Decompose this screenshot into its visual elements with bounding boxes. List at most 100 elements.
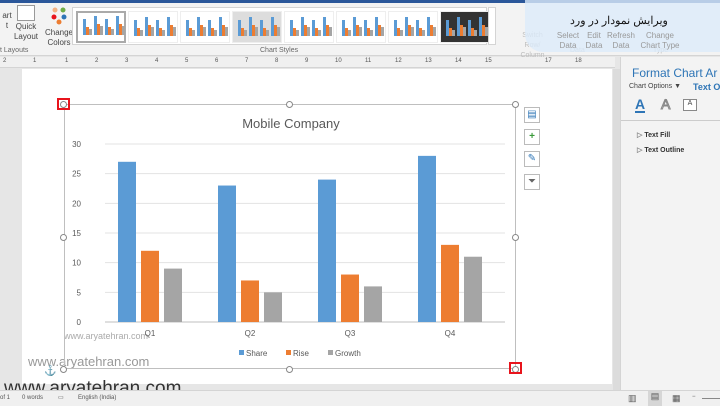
thumbnail-bar: [241, 28, 244, 36]
text-outline-section[interactable]: ▷ Text Outline: [637, 146, 684, 154]
thumbnail-bar: [323, 17, 326, 36]
caption-overlay: ویرایش نمودار در ورد: [525, 0, 720, 52]
chart-style-thumbnail[interactable]: [128, 11, 178, 43]
resize-handle-top[interactable]: [286, 101, 293, 108]
ruler-label: 14: [455, 58, 462, 64]
watermark: www.aryatehran.com: [64, 331, 149, 341]
thumbnail-bar: [474, 30, 477, 36]
word-count[interactable]: 0 words: [22, 395, 44, 401]
change-chart-type-button[interactable]: Change Chart Type: [637, 31, 683, 51]
label: t: [5, 21, 9, 30]
label: Column: [520, 52, 545, 59]
textbox-icon[interactable]: A: [683, 99, 697, 111]
quick-layout-button[interactable]: Quick Layout: [12, 3, 40, 42]
add-chart-element-button[interactable]: art t: [0, 11, 14, 31]
print-layout-icon[interactable]: ▤: [648, 391, 662, 406]
ruler-label: 11: [365, 58, 372, 64]
thumbnail-bar: [342, 20, 345, 36]
thumbnail-bar: [471, 28, 474, 36]
resize-handle-left[interactable]: [60, 234, 67, 241]
read-mode-icon[interactable]: ▥: [628, 393, 637, 403]
thumbnail-bar: [452, 30, 455, 36]
thumbnail-bar: [86, 27, 89, 35]
chart-options-dropdown[interactable]: Chart Options ▼: [629, 83, 681, 90]
proofing-icon[interactable]: ▭: [58, 395, 64, 401]
x-tick-label: Q4: [445, 329, 456, 338]
gallery-scroll[interactable]: [488, 7, 496, 45]
bar-growth-q3: [364, 286, 382, 322]
thumbnail-bar: [116, 16, 119, 35]
bar-rise-q1: [141, 250, 159, 322]
layout-options-button[interactable]: ▤: [524, 107, 540, 123]
label: Change: [645, 31, 675, 40]
x-tick-label: Q1: [145, 329, 156, 338]
thumbnail-bar: [244, 30, 247, 36]
thumbnail-bar: [170, 25, 173, 36]
ruler-label: 1: [33, 58, 37, 64]
chart-styles-gallery[interactable]: [72, 7, 490, 45]
y-tick-label: 10: [72, 259, 81, 268]
x-tick-label: Q3: [345, 329, 356, 338]
chart-style-thumbnail[interactable]: [76, 11, 126, 43]
page-count[interactable]: of 1: [0, 395, 11, 401]
thumbnail-bar: [315, 28, 318, 36]
thumbnail-bar: [173, 27, 176, 36]
thumbnail-bar: [353, 17, 356, 36]
text-effects-icon[interactable]: A: [660, 96, 671, 112]
legend-label: Growth: [335, 349, 361, 358]
chart-styles-brush-button[interactable]: ✎: [524, 151, 540, 167]
thumbnail-bar: [222, 25, 225, 36]
thumbnail-bar: [105, 19, 108, 35]
edit-data-button[interactable]: Edit Data: [583, 31, 605, 51]
resize-handle-top-left[interactable]: [60, 101, 67, 108]
vertical-scrollbar[interactable]: [613, 69, 620, 390]
change-colors-button[interactable]: Change Colors: [44, 5, 74, 48]
horizontal-ruler[interactable]: 2 1 1 2 3 4 5 6 7 8 9 10 11 12 13 14 15 17 18: [0, 57, 615, 68]
thumbnail-bar: [427, 17, 430, 36]
chart-filters-button[interactable]: ⏷: [524, 174, 540, 190]
thumbnail-bar: [463, 27, 466, 36]
label: Chart Type: [640, 41, 680, 50]
label: Data: [559, 41, 577, 50]
language[interactable]: English (India): [78, 395, 117, 401]
chart-elements-button[interactable]: +: [524, 129, 540, 145]
thumbnail-bar: [200, 25, 203, 36]
thumbnail-bar: [345, 28, 348, 36]
resize-handle-bottom[interactable]: [286, 366, 293, 373]
resize-handle-top-right[interactable]: [512, 101, 519, 108]
resize-handle-bottom-left[interactable]: [60, 366, 67, 373]
bar-rise-q3: [341, 274, 359, 322]
thumbnail-bar: [94, 16, 97, 35]
thumbnail-bar: [419, 28, 422, 36]
bar-growth-q4: [464, 256, 482, 322]
chart-area[interactable]: Mobile Company 0 5 10 15 20 25 30 Q1 Q2 Q3 Q4 Share R…: [64, 104, 516, 369]
chart-style-thumbnail[interactable]: [440, 11, 490, 43]
text-fill-section[interactable]: ▷ Text Fill: [637, 131, 670, 139]
refresh-data-button[interactable]: Refresh Data: [606, 31, 636, 51]
chart-style-thumbnail[interactable]: [180, 11, 230, 43]
chart-style-thumbnail[interactable]: [336, 11, 386, 43]
zoom-slider[interactable]: [702, 398, 720, 399]
thumbnail-bar: [100, 26, 103, 35]
thumbnail-bar: [348, 30, 351, 36]
thumbnail-bar: [219, 17, 222, 36]
highlight-box: [57, 98, 70, 110]
chart-style-thumbnail[interactable]: [232, 11, 282, 43]
thumbnail-bar: [446, 20, 449, 36]
thumbnail-bar: [457, 17, 460, 36]
ruler-label: 7: [245, 58, 249, 64]
select-data-button[interactable]: Select Data: [555, 31, 581, 51]
web-layout-icon[interactable]: ▦: [672, 393, 681, 403]
resize-handle-right[interactable]: [512, 234, 519, 241]
chart-style-thumbnail[interactable]: [388, 11, 438, 43]
bar-growth-q1: [164, 268, 182, 322]
chart-style-thumbnail[interactable]: [284, 11, 334, 43]
text-options-tab[interactable]: Text O: [693, 82, 720, 92]
thumbnail-bar: [252, 25, 255, 36]
thumbnail-bar: [266, 30, 269, 36]
thumbnail-bar: [197, 17, 200, 36]
text-fill-outline-icon[interactable]: A: [635, 96, 646, 113]
thumbnail-bar: [405, 17, 408, 36]
zoom-out-button[interactable]: −: [692, 394, 696, 400]
thumbnail-bar: [108, 27, 111, 35]
